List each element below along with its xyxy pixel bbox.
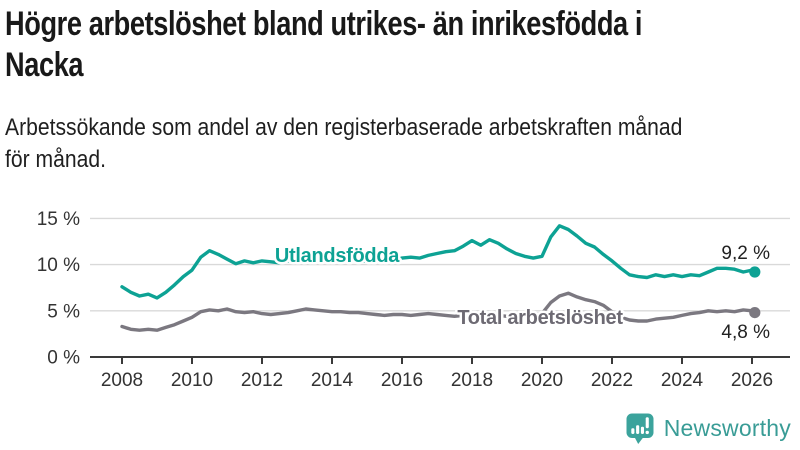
chart-subtitle-line1: Arbetssökande som andel av den registerb… <box>5 114 683 141</box>
x-tick-label-2022: 2022 <box>591 370 633 391</box>
chart-axis-ticks: 0 % 5 % 10 % 15 % 2008 2010 2012 2014 2016 2018 20… <box>37 209 773 391</box>
chart-subtitle: Arbetssökande som andel av den registerb… <box>5 112 775 176</box>
page-title-line2: Nacka <box>5 46 84 84</box>
end-value-label-total: 4,8 % <box>721 322 770 343</box>
x-tick-label-2010: 2010 <box>171 370 213 391</box>
series-end-dot <box>749 266 761 278</box>
y-tick-label-5: 5 % <box>47 301 80 322</box>
y-tick-label-0: 0 % <box>47 348 80 369</box>
y-tick-label-15: 15 % <box>37 209 80 230</box>
chart-subtitle-line2: för månad. <box>5 146 106 173</box>
x-tick-label-2018: 2018 <box>451 370 493 391</box>
chart-series-lines <box>120 224 761 332</box>
series-end-dot <box>749 307 761 319</box>
x-tick-label-2014: 2014 <box>311 370 354 391</box>
series-label-utlandsfodda: Utlandsfödda <box>275 245 400 267</box>
page-title: Högre arbetslöshet bland utrikes- än inr… <box>5 4 800 86</box>
series-line <box>120 224 757 300</box>
series-line <box>120 291 757 332</box>
newsworthy-logo[interactable]: Newsworthy <box>625 412 791 445</box>
x-tick-label-2008: 2008 <box>101 370 143 391</box>
x-tick-label-2024: 2024 <box>661 370 704 391</box>
x-tick-label-2016: 2016 <box>381 370 423 391</box>
x-tick-label-2012: 2012 <box>241 370 283 391</box>
y-tick-label-10: 10 % <box>37 255 80 276</box>
x-tick-label-2026: 2026 <box>731 370 773 391</box>
line-chart: 0 % 5 % 10 % 15 % 2008 2010 2012 2014 2016 2018 20… <box>37 209 790 391</box>
end-value-label-utlandsfodda: 9,2 % <box>721 243 770 264</box>
newsworthy-bubble-chart-icon <box>626 413 654 444</box>
page-title-line1: Högre arbetslöshet bland utrikes- än inr… <box>5 5 643 43</box>
newsworthy-logo-text: Newsworthy <box>663 415 791 441</box>
chart-gridlines <box>90 217 790 364</box>
x-tick-label-2020: 2020 <box>521 370 563 391</box>
series-label-total-arbetsloshet: Total arbetslöshet <box>457 307 623 329</box>
